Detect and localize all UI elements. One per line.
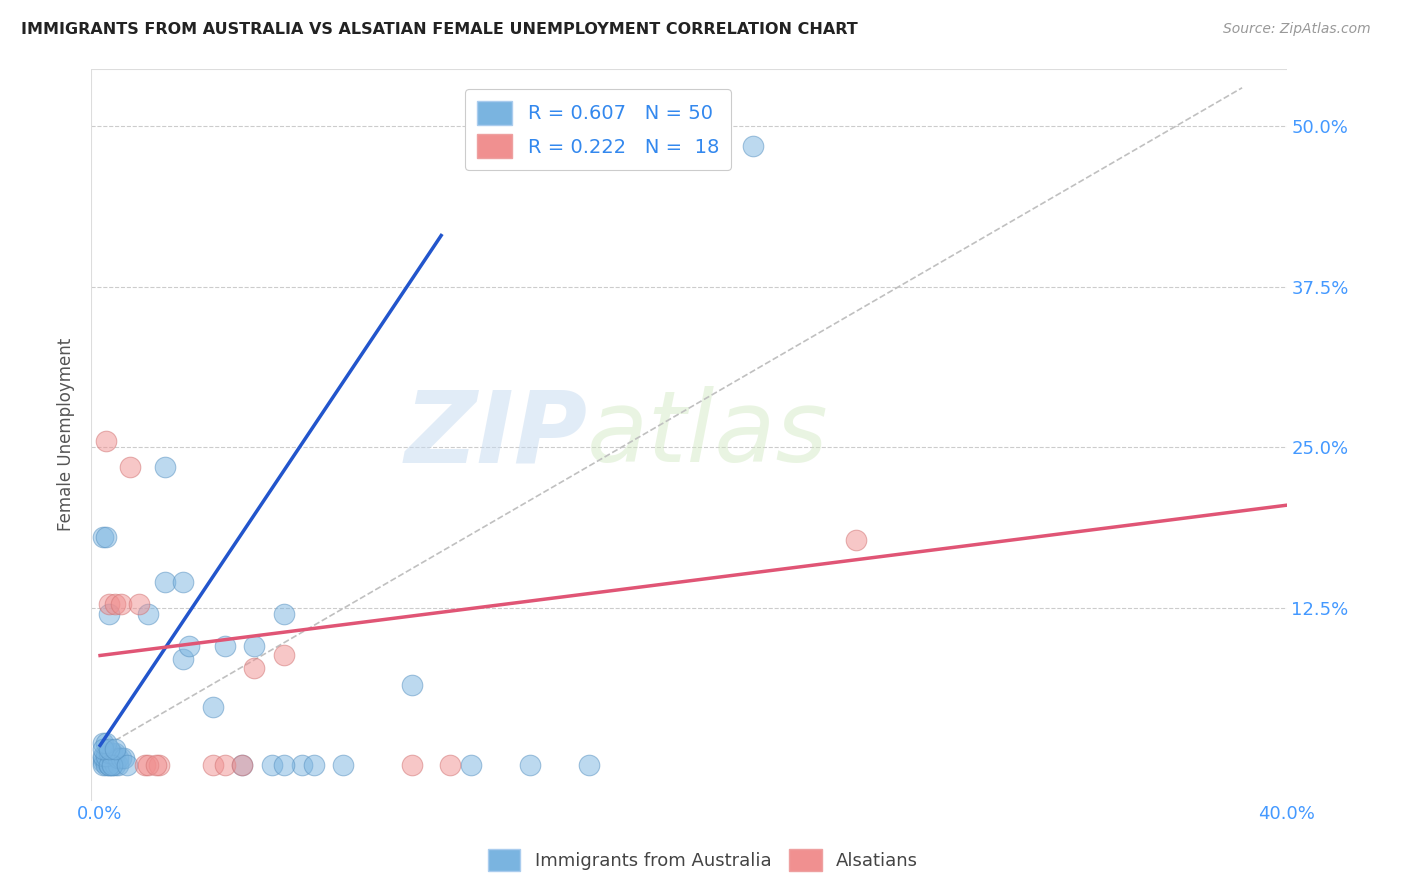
Point <box>302 757 325 772</box>
Point <box>110 597 132 611</box>
Point <box>101 757 124 772</box>
Point <box>94 757 117 772</box>
Point <box>741 138 763 153</box>
Point <box>91 742 114 756</box>
Point <box>262 757 284 772</box>
Point <box>128 597 150 611</box>
Point <box>97 607 120 622</box>
Point <box>201 699 224 714</box>
Point <box>172 652 194 666</box>
Text: atlas: atlas <box>588 386 830 483</box>
Point <box>214 640 236 654</box>
Point <box>94 434 117 448</box>
Point <box>172 575 194 590</box>
Point <box>97 742 120 756</box>
Point <box>91 755 114 769</box>
Point <box>94 748 117 763</box>
Point <box>104 742 127 756</box>
Point <box>94 736 117 750</box>
Point <box>136 757 159 772</box>
Text: IMMIGRANTS FROM AUSTRALIA VS ALSATIAN FEMALE UNEMPLOYMENT CORRELATION CHART: IMMIGRANTS FROM AUSTRALIA VS ALSATIAN FE… <box>21 22 858 37</box>
Point <box>112 751 135 765</box>
Point <box>201 757 224 772</box>
Point <box>110 751 132 765</box>
Point <box>134 757 156 772</box>
Legend: R = 0.607   N = 50, R = 0.222   N =  18: R = 0.607 N = 50, R = 0.222 N = 18 <box>465 89 731 169</box>
Point <box>231 757 253 772</box>
Point <box>332 757 354 772</box>
Point <box>273 757 295 772</box>
Point <box>155 459 177 474</box>
Point <box>97 597 120 611</box>
Point <box>115 757 138 772</box>
Point <box>460 757 482 772</box>
Point <box>91 530 114 544</box>
Point <box>145 757 167 772</box>
Text: ZIP: ZIP <box>405 386 588 483</box>
Point <box>94 530 117 544</box>
Point <box>519 757 541 772</box>
Point <box>155 575 177 590</box>
Point <box>136 607 159 622</box>
Point <box>273 648 295 663</box>
Point <box>91 748 114 763</box>
Point <box>401 757 423 772</box>
Point <box>107 751 129 765</box>
Point <box>214 757 236 772</box>
Point <box>107 757 129 772</box>
Point <box>104 757 127 772</box>
Point <box>845 533 868 547</box>
Point <box>91 736 114 750</box>
Point <box>231 757 253 772</box>
Point <box>401 678 423 692</box>
Point <box>578 757 600 772</box>
Text: Source: ZipAtlas.com: Source: ZipAtlas.com <box>1223 22 1371 37</box>
Legend: Immigrants from Australia, Alsatians: Immigrants from Australia, Alsatians <box>481 842 925 879</box>
Point <box>177 640 200 654</box>
Point <box>97 746 120 760</box>
Point <box>104 746 127 760</box>
Point <box>97 755 120 769</box>
Point <box>291 757 314 772</box>
Point <box>94 755 117 769</box>
Point <box>101 746 124 760</box>
Point <box>91 751 114 765</box>
Point <box>439 757 461 772</box>
Point <box>243 640 266 654</box>
Point <box>97 757 120 772</box>
Point <box>148 757 170 772</box>
Point <box>118 459 141 474</box>
Point <box>91 757 114 772</box>
Point <box>97 757 120 772</box>
Point <box>273 607 295 622</box>
Y-axis label: Female Unemployment: Female Unemployment <box>58 338 75 532</box>
Point <box>243 661 266 675</box>
Point <box>101 757 124 772</box>
Point <box>104 597 127 611</box>
